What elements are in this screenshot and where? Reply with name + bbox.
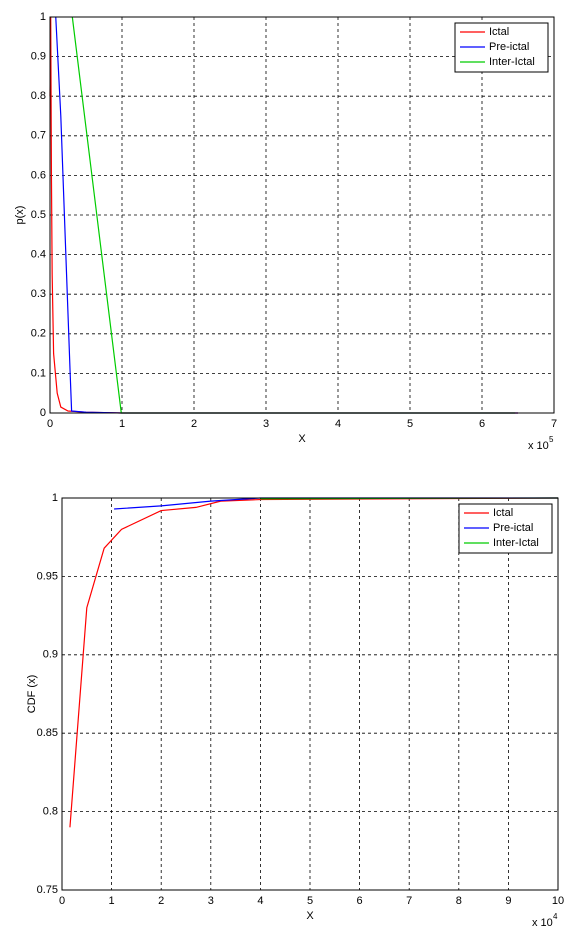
x-scale-exponent: 4 [553, 912, 558, 921]
x-tick-label: 10 [552, 895, 564, 907]
x-axis-label: X [298, 433, 306, 445]
y-tick-label: 0.9 [43, 649, 58, 661]
x-tick-label: 7 [551, 418, 557, 430]
axes-box [49, 16, 555, 414]
y-tick-label: 0.75 [37, 884, 58, 896]
y-tick-label: 0.2 [31, 328, 46, 340]
x-tick-label: 1 [109, 895, 115, 907]
y-tick-label: 0.1 [31, 367, 46, 379]
y-tick-label: 0.3 [31, 288, 46, 300]
x-tick-label: 9 [505, 895, 511, 907]
data-line [69, 497, 559, 828]
x-tick-label: 0 [59, 895, 65, 907]
legend-label: Ictal [493, 507, 513, 519]
plot-area [62, 498, 558, 890]
x-scale-label: x 10 [528, 440, 549, 452]
y-axis-label: CDF (x) [26, 675, 38, 714]
x-tick-label: 7 [406, 895, 412, 907]
legend-box [458, 503, 553, 554]
legend-label: Pre-ictal [493, 522, 533, 534]
x-tick-label: 2 [191, 418, 197, 430]
x-tick-label: 1 [119, 418, 125, 430]
x-tick-label: 5 [407, 418, 413, 430]
y-tick-label: 0.9 [31, 51, 46, 63]
x-tick-label: 3 [263, 418, 269, 430]
x-tick-label: 5 [307, 895, 313, 907]
y-tick-label: 1 [52, 492, 58, 504]
y-tick-label: 1 [40, 11, 46, 23]
x-tick-label: 8 [456, 895, 462, 907]
x-tick-label: 4 [257, 895, 263, 907]
y-tick-label: 0.7 [31, 130, 46, 142]
y-tick-label: 0.95 [37, 570, 58, 582]
x-tick-label: 6 [479, 418, 485, 430]
y-tick-label: 0.4 [31, 249, 46, 261]
x-tick-label: 0 [47, 418, 53, 430]
y-axis-label: p(x) [14, 206, 26, 225]
y-tick-label: 0.8 [31, 90, 46, 102]
x-tick-label: 2 [158, 895, 164, 907]
legend-label: Inter-Ictal [493, 537, 539, 549]
x-scale-label: x 10 [532, 917, 553, 929]
legend-label: Pre-ictal [489, 41, 529, 53]
y-tick-label: 0.8 [43, 806, 58, 818]
y-tick-label: 0 [40, 407, 46, 419]
x-tick-label: 6 [357, 895, 363, 907]
y-tick-label: 0.5 [31, 209, 46, 221]
x-scale-exponent: 5 [549, 435, 554, 444]
y-tick-label: 0.85 [37, 727, 58, 739]
x-tick-label: 3 [208, 895, 214, 907]
x-tick-label: 4 [335, 418, 341, 430]
legend-label: Inter-Ictal [489, 56, 535, 68]
legend-label: Ictal [489, 26, 509, 38]
axes-box [61, 497, 559, 891]
y-tick-label: 0.6 [31, 169, 46, 181]
x-axis-label: X [306, 910, 314, 922]
